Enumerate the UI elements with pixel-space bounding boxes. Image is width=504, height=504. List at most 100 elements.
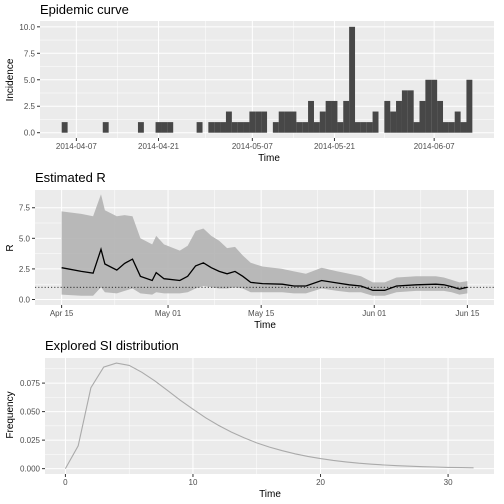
y-tick-label: 0.025 [20,436,41,445]
incidence-bar [319,111,326,133]
estimated-r-mean-line [61,247,468,291]
estimated-r-x-ticks: Apr 15 May 01 May 15 Jun 01 Jun 15 [50,305,480,318]
incidence-bar [442,122,449,133]
y-tick-label: 5.0 [24,76,36,85]
x-tick-label: 10 [189,478,198,487]
y-tick-label: 7.5 [24,49,36,58]
estimated-r-credible-band [61,194,468,296]
estimated-r-ylabel: R [5,244,16,251]
incidence-bar [337,122,344,133]
y-tick-label: 0.0 [19,295,31,304]
incidence-bar [460,122,467,133]
y-tick-label: 0.050 [20,408,41,417]
incidence-bar [231,122,238,133]
si-distribution-x-ticks: 0 10 20 30 [63,474,453,487]
x-tick-label: 30 [444,478,453,487]
y-tick-label: 0.0 [24,129,36,138]
incidence-bar [249,111,256,133]
si-distribution-line [64,362,474,469]
incidence-bar [161,122,168,133]
incidence-bar [225,111,232,133]
epidemic-curve-title: Epidemic curve [40,2,129,17]
incidence-bar [284,111,291,133]
epidemic-curve-x-ticks: 2014-04-07 2014-04-21 2014-05-07 2014-05-21… [56,138,455,151]
estimated-r-xlabel: Time [254,320,276,331]
estimated-r-y-ticks: 0.0 2.5 5.0 7.5 [19,204,35,304]
incidence-bar [308,100,314,133]
x-tick-label: Apr 15 [50,309,74,318]
incidence-bar [401,90,408,133]
si-distribution-ylabel: Frequency [5,391,16,438]
si-distribution-xlabel: Time [259,489,281,500]
incidence-bar [102,122,109,133]
incidence-bar [431,79,438,133]
incidence-bar [331,100,338,133]
y-tick-label: 5.0 [19,234,31,243]
x-tick-label: 20 [316,478,325,487]
incidence-bar [137,122,144,133]
si-distribution-grid [45,358,494,474]
incidence-bar [372,111,379,133]
x-tick-label: 2014-05-21 [314,142,355,151]
si-distribution-panel [45,358,494,474]
si-distribution-y-ticks: 0.000 0.025 0.050 0.075 [20,379,45,474]
incidence-bar [272,122,279,133]
x-tick-label: May 01 [155,309,182,318]
incidence-bar [325,100,332,133]
x-tick-label: Jun 01 [362,309,387,318]
incidence-bar [278,111,285,133]
incidence-bar [261,111,268,133]
incidence-bar [208,122,215,133]
incidence-bar [396,100,402,133]
incidence-bar [214,122,221,133]
y-tick-label: 10.0 [19,23,35,32]
si-distribution-chart: Explored SI distribution 0.000 0.025 0.050… [5,338,494,500]
incidence-bar [255,111,262,133]
incidence-bar [384,100,391,133]
epidemic-curve-xlabel: Time [258,153,280,164]
y-tick-label: 7.5 [19,204,31,213]
incidence-bar [313,122,320,133]
incidence-bar [419,100,426,133]
incidence-bar [296,122,303,133]
epidemic-curve-grid [40,21,494,138]
y-tick-label: 2.5 [24,102,36,111]
incidence-bar [366,122,373,133]
epidemic-curve-y-ticks: 0.0 2.5 5.0 7.5 10.0 [19,23,40,138]
x-tick-label: 2014-04-21 [138,142,179,151]
incidence-bar [437,100,444,133]
x-tick-label: 2014-06-07 [414,142,455,151]
incidence-bar [237,122,244,133]
incidence-bar [243,122,250,133]
x-tick-label: 2014-05-07 [232,142,273,151]
y-tick-label: 0.075 [20,379,41,388]
epidemic-curve-ylabel: Incidence [5,58,16,101]
incidence-bar [167,122,174,133]
x-tick-label: Jun 15 [455,309,480,318]
incidence-bar [448,122,455,133]
incidence-bar [354,122,361,133]
incidence-bar [466,79,473,133]
incidence-bar [407,90,414,133]
incidence-bar [220,122,226,133]
x-tick-label: 2014-04-07 [56,142,97,151]
incidence-bar [343,100,350,133]
x-tick-label: May 15 [248,309,275,318]
epidemic-curve-chart: Epidemic curve 0.0 2.5 5.0 7.5 10.0 2014-04-… [5,2,494,164]
incidence-bar [454,111,461,133]
y-tick-label: 0.000 [20,465,41,474]
incidence-bar [360,122,367,133]
incidence-bar [349,26,356,133]
incidence-bar [155,122,162,133]
incidence-bar [425,79,432,133]
incidence-bar [290,111,297,133]
estimated-r-title: Estimated R [35,170,106,185]
si-distribution-title: Explored SI distribution [45,338,179,353]
y-tick-label: 2.5 [19,265,31,274]
x-tick-label: 0 [63,478,68,487]
incidence-bar [390,111,397,133]
epidemic-curve-bars [61,26,473,133]
estimated-r-chart: Estimated R 0.0 2.5 5.0 7.5 Apr 15 May 01 May… [5,170,494,331]
incidence-bar [413,122,420,133]
